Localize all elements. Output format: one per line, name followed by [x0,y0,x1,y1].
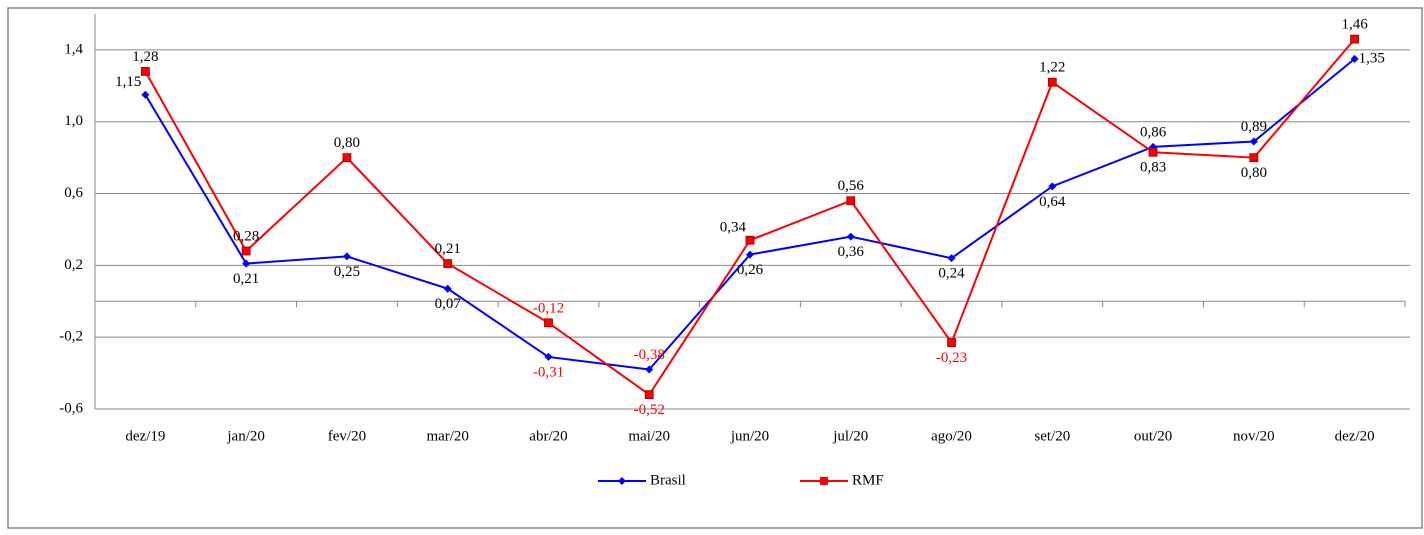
marker [544,318,553,328]
data-label: 0,56 [838,178,865,194]
x-tick-label: nov/20 [1233,428,1275,444]
marker [443,284,452,293]
marker [1048,182,1057,191]
marker [242,259,251,268]
data-label: 1,35 [1359,50,1385,66]
marker [1350,54,1359,63]
x-tick-label: set/20 [1034,428,1070,444]
marker [342,153,352,163]
data-label: -0,12 [533,300,564,316]
data-label: 0,25 [334,264,360,280]
data-label: 0,26 [737,262,764,278]
marker [241,246,251,256]
y-tick-label: -0,6 [59,400,83,416]
legend-label: Brasil [650,472,686,488]
data-label: 1,22 [1039,60,1065,76]
data-label: 0,21 [233,271,259,287]
x-tick-label: jan/20 [226,428,265,444]
x-tick-label: ago/20 [931,428,972,444]
x-tick-label: dez/19 [125,428,165,444]
x-tick-label: mar/20 [426,428,469,444]
legend-marker [618,477,626,485]
marker [746,250,754,259]
marker [846,196,856,206]
y-tick-label: 0,2 [64,257,83,273]
data-label: 0,64 [1039,194,1066,210]
data-label: 0,28 [233,228,259,244]
x-tick-label: out/20 [1134,428,1172,444]
marker [1047,77,1057,87]
data-label: 0,89 [1241,119,1267,135]
data-label: 1,46 [1341,17,1368,33]
x-tick-label: jun/20 [730,428,769,444]
marker [140,67,150,76]
marker [745,235,755,245]
marker [846,232,855,241]
chart-frame [7,7,1423,529]
x-tick-label: jul/20 [832,428,868,444]
marker [1249,137,1258,146]
data-label: 1,15 [115,74,141,90]
data-label: 0,80 [1241,165,1267,181]
marker [645,365,654,374]
data-label: -0,31 [533,364,564,380]
marker [1249,153,1259,163]
marker [141,90,150,99]
data-label: 0,07 [435,296,462,312]
data-label: 0,36 [838,244,865,260]
legend-marker [820,477,828,485]
marker [443,259,453,268]
marker [544,352,553,361]
data-label: 0,83 [1140,160,1166,176]
data-label: 0,34 [720,220,747,236]
marker [1350,34,1360,44]
data-label: 0,24 [938,266,965,282]
data-label: 1,28 [132,49,158,65]
y-tick-label: 1,0 [64,113,83,129]
x-tick-label: fev/20 [328,428,366,444]
marker [644,390,654,400]
x-tick-label: dez/20 [1335,428,1375,444]
legend-label: RMF [852,472,884,488]
y-tick-label: 0,6 [64,185,83,201]
data-label: 0,80 [334,135,360,151]
data-label: 0,86 [1140,124,1167,140]
y-tick-label: 1,4 [64,41,83,57]
data-label: 0,21 [435,241,461,257]
data-label: -0,23 [936,350,967,366]
x-tick-label: mai/20 [628,428,670,444]
y-tick-label: -0,2 [59,329,83,345]
data-label: -0,38 [634,347,665,363]
x-tick-label: abr/20 [529,428,567,444]
marker [947,338,956,347]
marker [342,252,351,261]
data-label: -0,52 [634,402,665,418]
marker [1148,147,1158,157]
marker [947,254,956,263]
